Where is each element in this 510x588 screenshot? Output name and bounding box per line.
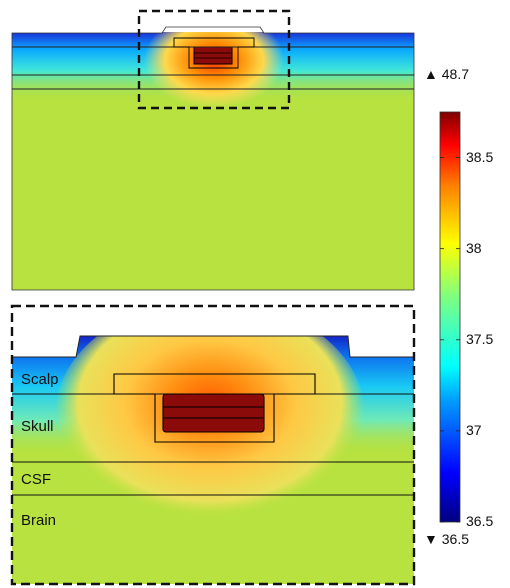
layer-label-skull: Skull xyxy=(21,418,54,435)
min-value-marker: ▼ 36.5 xyxy=(424,531,469,547)
colorbar-tick-label: 36.5 xyxy=(466,513,493,529)
zoom-hot-core xyxy=(163,394,264,432)
colorbar-tick-label: 37.5 xyxy=(466,331,493,347)
colorbar-tick-label: 38.5 xyxy=(466,149,493,165)
max-value-marker: ▲ 48.7 xyxy=(424,66,469,82)
layer-label-brain: Brain xyxy=(21,512,56,529)
top-model-view xyxy=(12,12,414,290)
colorbar xyxy=(440,112,460,522)
layer-label-csf: CSF xyxy=(21,471,51,488)
colorbar-tick-label: 37 xyxy=(466,422,482,438)
layer-label-scalp: Scalp xyxy=(21,371,59,388)
colorbar-tick-label: 38 xyxy=(466,240,482,256)
